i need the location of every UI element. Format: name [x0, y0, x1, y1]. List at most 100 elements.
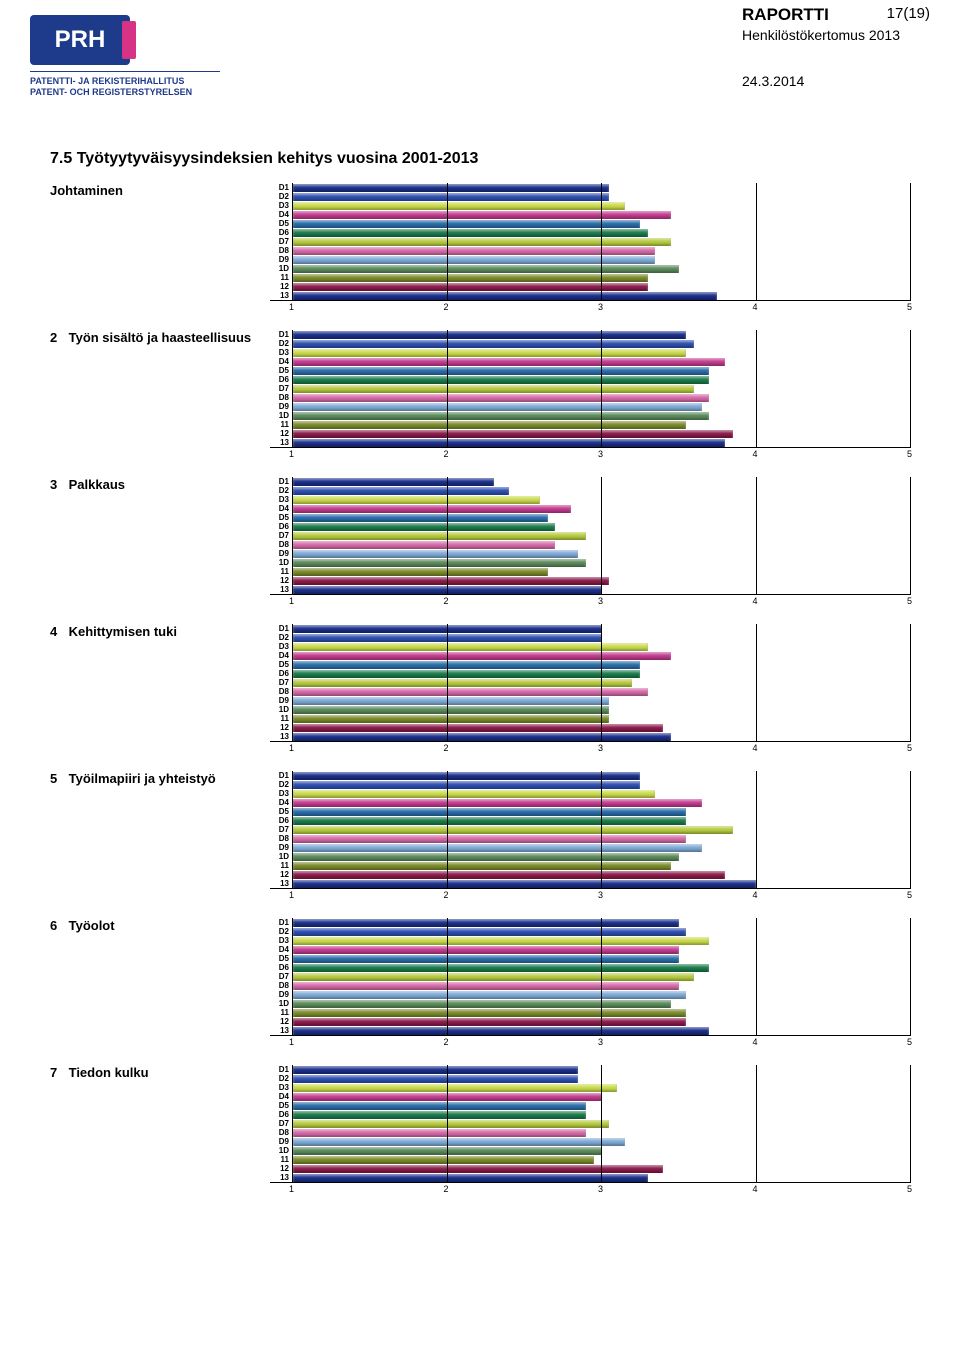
- bar: [293, 670, 640, 678]
- bar-row-label: D9: [270, 991, 292, 999]
- bar-track: [292, 705, 910, 714]
- axis-tick: 1: [289, 449, 294, 459]
- grid-line: [910, 477, 911, 595]
- bar-row: 13: [270, 438, 910, 447]
- bar-track: [292, 531, 910, 540]
- bar-track: [292, 723, 910, 732]
- bar-row: D6: [270, 816, 910, 825]
- bar-track: [292, 1074, 910, 1083]
- bar-track: [292, 375, 910, 384]
- bar-row-label: D2: [270, 193, 292, 201]
- bar: [293, 229, 648, 237]
- bar-row: D1: [270, 771, 910, 780]
- bar-chart: D1D2D3D4D5D6D7D8D91D11121312345: [270, 1065, 910, 1197]
- bar-row: D4: [270, 651, 910, 660]
- axis-tick: 1: [289, 890, 294, 900]
- bar-row: D4: [270, 945, 910, 954]
- bar-row-label: 13: [270, 439, 292, 447]
- bar-track: [292, 513, 910, 522]
- bar-track: [292, 246, 910, 255]
- bar-row: D7: [270, 531, 910, 540]
- bar: [293, 256, 655, 264]
- bar: [293, 1165, 663, 1173]
- bar-track: [292, 576, 910, 585]
- axis-tick: 4: [753, 449, 758, 459]
- bar-row: D2: [270, 780, 910, 789]
- bar-row-label: 11: [270, 274, 292, 282]
- bar: [293, 862, 671, 870]
- axis-tick: 3: [598, 1184, 603, 1194]
- bar-row: D7: [270, 972, 910, 981]
- bar: [293, 790, 655, 798]
- bar: [293, 331, 686, 339]
- x-axis: 12345: [270, 301, 910, 315]
- bar: [293, 799, 702, 807]
- bar-track: [292, 660, 910, 669]
- bar-row: 13: [270, 732, 910, 741]
- bar-row-label: 1D: [270, 706, 292, 714]
- bar: [293, 625, 602, 633]
- bar-row-label: 13: [270, 292, 292, 300]
- bar-track: [292, 780, 910, 789]
- bar-row-label: D6: [270, 964, 292, 972]
- axis-tick: 2: [444, 1184, 449, 1194]
- bar: [293, 568, 548, 576]
- axis-tick: 1: [289, 302, 294, 312]
- bar-row-label: D9: [270, 1138, 292, 1146]
- bar-row: 13: [270, 1026, 910, 1035]
- bar-row: D1: [270, 918, 910, 927]
- bar-row-label: 13: [270, 586, 292, 594]
- axis-tick: 5: [907, 449, 912, 459]
- header-right: RAPORTTI Henkilöstökertomus 2013 24.3.20…: [742, 5, 900, 89]
- bar-track: [292, 642, 910, 651]
- bar: [293, 1027, 709, 1035]
- bar-row-label: 12: [270, 430, 292, 438]
- bar-track: [292, 1092, 910, 1101]
- bar-track: [292, 522, 910, 531]
- chart-section: 3 PalkkausD1D2D3D4D5D6D7D8D91D1112131234…: [50, 477, 910, 609]
- bar: [293, 505, 571, 513]
- bar: [293, 652, 671, 660]
- chart-section: 2 Työn sisältö ja haasteellisuusD1D2D3D4…: [50, 330, 910, 462]
- bar-row-label: 12: [270, 1165, 292, 1173]
- chart-inner: D1D2D3D4D5D6D7D8D91D111213: [270, 1065, 910, 1183]
- axis-tick: 1: [289, 1037, 294, 1047]
- bar-track: [292, 504, 910, 513]
- bar-track: [292, 210, 910, 219]
- bar: [293, 1111, 586, 1119]
- bar-row: 11: [270, 420, 910, 429]
- bar-track: [292, 1128, 910, 1137]
- bar-track: [292, 633, 910, 642]
- axis-tick: 4: [753, 596, 758, 606]
- bar-track: [292, 1110, 910, 1119]
- bar-track: [292, 816, 910, 825]
- bar-row-label: 1D: [270, 265, 292, 273]
- bar-track: [292, 330, 910, 339]
- bar-row-label: D4: [270, 505, 292, 513]
- bar: [293, 1000, 671, 1008]
- bar-row: D7: [270, 384, 910, 393]
- axis-tick: 5: [907, 596, 912, 606]
- bar-row-label: D1: [270, 184, 292, 192]
- bar-row: D9: [270, 696, 910, 705]
- bar: [293, 781, 640, 789]
- bar-row-label: D4: [270, 799, 292, 807]
- grid-line: [910, 918, 911, 1036]
- bar-track: [292, 834, 910, 843]
- bar: [293, 826, 733, 834]
- bar-row-label: 11: [270, 1009, 292, 1017]
- bar-row-label: 12: [270, 283, 292, 291]
- bar-track: [292, 273, 910, 282]
- bar-track: [292, 798, 910, 807]
- bar-track: [292, 999, 910, 1008]
- chart-section: JohtaminenD1D2D3D4D5D6D7D8D91D1112131234…: [50, 183, 910, 315]
- bar: [293, 487, 509, 495]
- bar-track: [292, 228, 910, 237]
- bar-row: 11: [270, 861, 910, 870]
- main-title: 7.5 Työtyytyväisyysindeksien kehitys vuo…: [50, 150, 910, 168]
- axis-tick: 1: [289, 1184, 294, 1194]
- bar-track: [292, 807, 910, 816]
- bar-track: [292, 264, 910, 273]
- bar-track: [292, 291, 910, 300]
- bar-row: D2: [270, 486, 910, 495]
